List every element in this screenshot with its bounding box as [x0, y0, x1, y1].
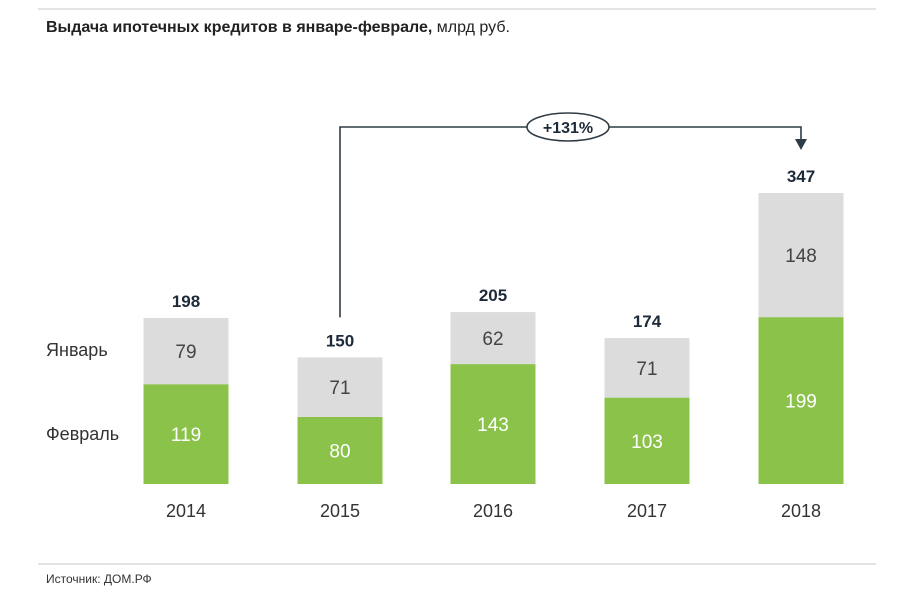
bar-january-2015 — [297, 357, 383, 417]
bar-january-2016 — [450, 312, 536, 365]
growth-label: +131% — [543, 120, 593, 137]
growth-connector-line — [339, 126, 802, 318]
legend-february: Февраль — [46, 424, 119, 444]
label-february-2018: 199 — [785, 392, 817, 413]
label-january-2017: 71 — [636, 359, 657, 380]
label-january-2014: 79 — [175, 342, 196, 363]
label-january-2015: 71 — [329, 378, 350, 399]
x-tick-2018: 2018 — [781, 501, 821, 521]
total-label-2018: 347 — [787, 167, 815, 186]
x-tick-2014: 2014 — [166, 501, 206, 521]
top-divider — [38, 8, 876, 10]
label-february-2014: 119 — [171, 425, 201, 446]
label-january-2016: 62 — [482, 329, 503, 350]
growth-annotation: +131% — [339, 112, 807, 318]
bar-february-2014 — [143, 384, 229, 484]
label-february-2016: 143 — [477, 415, 509, 436]
label-february-2017: 103 — [631, 432, 663, 453]
x-tick-2016: 2016 — [473, 501, 513, 521]
total-label-2017: 174 — [633, 312, 662, 331]
growth-badge — [526, 112, 610, 142]
chart-title-units: млрд руб. — [432, 19, 510, 36]
bottom-divider — [38, 563, 876, 565]
bar-january-2017 — [604, 338, 690, 398]
chart-title: Выдача ипотечных кредитов в январе-февра… — [46, 19, 510, 37]
source-note: Источник: ДОМ.РФ — [46, 572, 152, 586]
bar-february-2016 — [450, 364, 536, 484]
x-tick-2017: 2017 — [627, 501, 667, 521]
x-tick-2015: 2015 — [320, 501, 360, 521]
bar-february-2017 — [604, 397, 690, 484]
label-february-2015: 80 — [329, 441, 350, 462]
total-label-2016: 205 — [479, 286, 507, 305]
total-label-2015: 150 — [326, 331, 354, 350]
label-january-2018: 148 — [785, 246, 817, 267]
bar-february-2015 — [297, 416, 383, 484]
bar-january-2014 — [143, 317, 229, 385]
chart-title-bold: Выдача ипотечных кредитов в январе-февра… — [46, 19, 433, 36]
bar-february-2018 — [758, 317, 844, 484]
bars: 119 79 198 2014 80 71 150 2015 143 62 205 2016 103 71… — [143, 167, 844, 521]
growth-arrow-head — [795, 139, 807, 150]
bar-january-2018 — [758, 193, 844, 318]
legend-january: Январь — [46, 340, 108, 360]
legend: Январь Февраль — [46, 340, 119, 444]
total-label-2014: 198 — [172, 292, 200, 311]
